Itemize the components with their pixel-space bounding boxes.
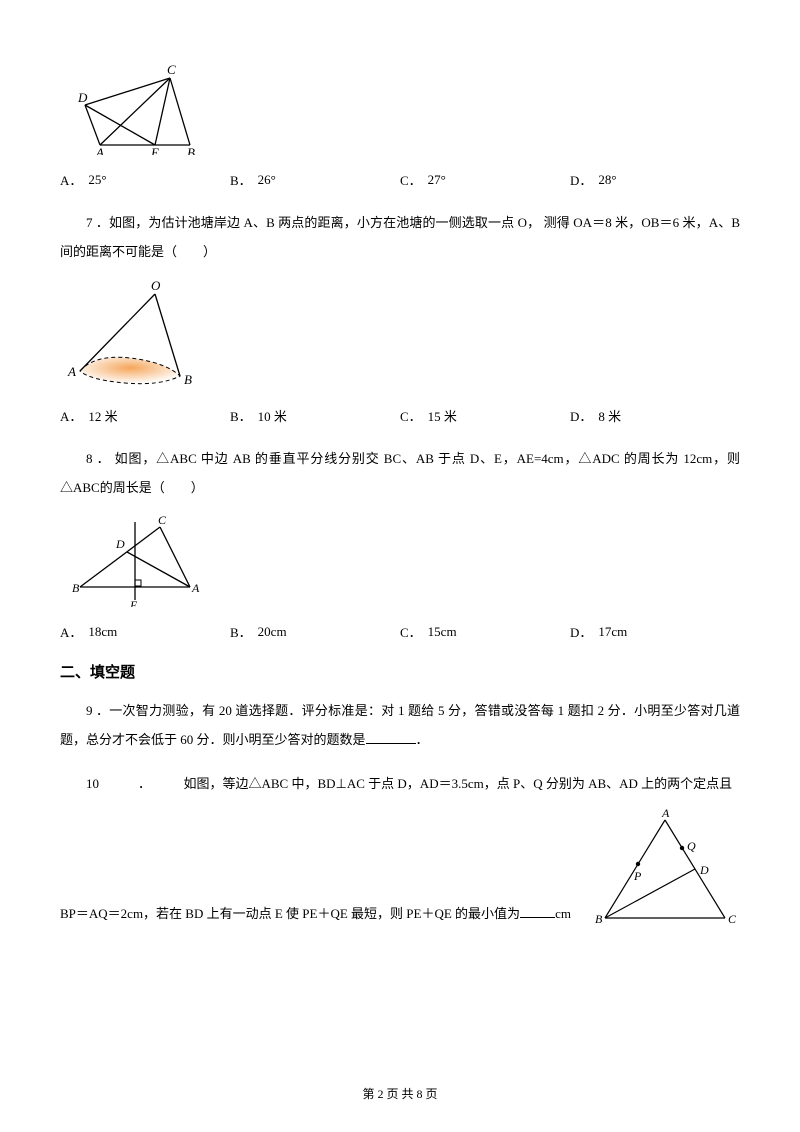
q8-opt-c: C．15cm: [400, 622, 570, 641]
q10-blank: [520, 904, 555, 918]
q8-options: A．18cm B．20cm C．15cm D．17cm: [60, 622, 740, 641]
q9-blank: [366, 730, 416, 744]
label-d: D: [77, 90, 88, 105]
q7-text: 7 ．如图，为估计池塘岸边 A、B 两点的距离，小方在池塘的一侧选取一点 O， …: [60, 209, 740, 266]
label-d: D: [115, 537, 125, 551]
triangle-dceab: D C A E B: [60, 60, 210, 155]
label-b: B: [72, 581, 80, 595]
equilateral-triangle: A Q D P B C: [590, 808, 740, 928]
label-a: A: [95, 145, 104, 155]
q6-opt-d: D．28°: [570, 170, 740, 189]
q6-opt-b: B．26°: [230, 170, 400, 189]
label-b: B: [595, 912, 603, 926]
q7-figure: O A B: [60, 276, 740, 391]
q10-figure: A Q D P B C: [590, 808, 740, 928]
label-d: D: [699, 863, 709, 877]
label-a: A: [191, 581, 200, 595]
page-footer: 第 2 页 共 8 页: [0, 1085, 800, 1102]
q6-figure: D C A E B: [60, 60, 740, 155]
q7-opt-d: D．8 米: [570, 406, 740, 425]
q8-figure: D C B A E: [60, 512, 740, 607]
q7-opt-a: A．12 米: [60, 406, 230, 425]
perp-bisector-triangle: D C B A E: [60, 512, 205, 607]
label-c: C: [728, 912, 737, 926]
label-q: Q: [687, 839, 696, 853]
label-c: C: [167, 62, 176, 77]
q6-opt-c: C．27°: [400, 170, 570, 189]
label-a: A: [661, 808, 670, 820]
q8-opt-a: A．18cm: [60, 622, 230, 641]
label-b: B: [187, 145, 195, 155]
q9-text: 9 ．一次智力测验，有 20 道选择题．评分标准是：对 1 题给 5 分，答错或…: [60, 697, 740, 754]
q10-line2-row: BP＝AQ＝2cm，若在 BD 上有一动点 E 使 PE＋QE 最短，则 PE＋…: [60, 808, 740, 928]
q8-text: 8 ． 如图，△ABC 中边 AB 的垂直平分线分别交 BC、AB 于点 D、E…: [60, 445, 740, 502]
q8-opt-d: D．17cm: [570, 622, 740, 641]
q7-opt-b: B．10 米: [230, 406, 400, 425]
label-a: A: [67, 364, 76, 379]
label-p: P: [633, 869, 642, 883]
label-o: O: [151, 278, 161, 293]
label-b: B: [184, 372, 192, 387]
label-e: E: [150, 145, 159, 155]
q6-options: A．25° B．26° C．27° D．28°: [60, 170, 740, 189]
section-2-title: 二、填空题: [60, 661, 740, 682]
q8-opt-b: B．20cm: [230, 622, 400, 641]
q6-opt-a: A．25°: [60, 170, 230, 189]
q7-options: A．12 米 B．10 米 C．15 米 D．8 米: [60, 406, 740, 425]
q10-line1: 10 ． 如图，等边△ABC 中，BD⊥AC 于点 D，AD＝3.5cm，点 P…: [60, 770, 740, 799]
q7-opt-c: C．15 米: [400, 406, 570, 425]
pond-triangle: O A B: [60, 276, 205, 391]
label-c: C: [158, 513, 167, 527]
q10-line2: BP＝AQ＝2cm，若在 BD 上有一动点 E 使 PE＋QE 最短，则 PE＋…: [60, 900, 590, 929]
label-e: E: [129, 598, 138, 607]
